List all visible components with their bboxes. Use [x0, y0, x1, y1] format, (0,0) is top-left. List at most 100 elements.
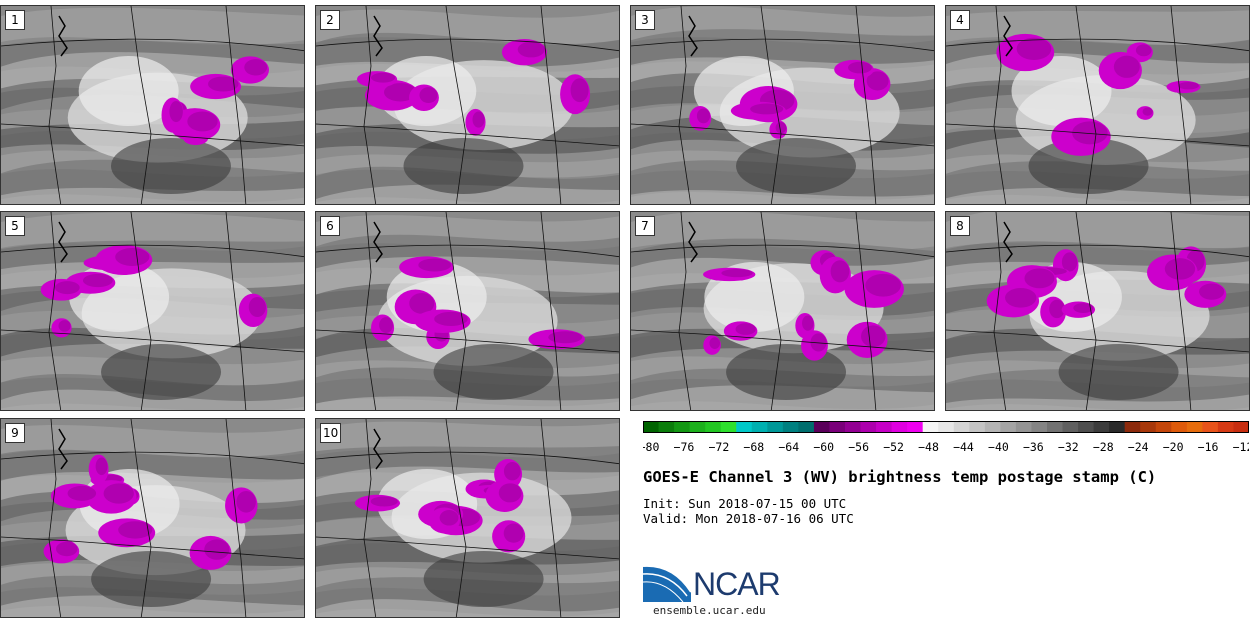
- colorbar-swatch: [705, 421, 722, 433]
- colorbar-swatch: [845, 421, 862, 433]
- colorbar-swatch: [984, 421, 1001, 433]
- colorbar-tick-label: −60: [813, 440, 834, 454]
- cold-cloud-top: [1164, 258, 1196, 280]
- map-boundary-line: [540, 212, 562, 410]
- cold-cloud-top: [1024, 268, 1055, 289]
- map-panel-4: 4: [945, 5, 1250, 205]
- map-boundary-line: [225, 212, 247, 410]
- map-boundary-line: [1, 536, 304, 560]
- cold-cloud-top: [861, 325, 886, 348]
- map-boundary-line: [225, 6, 247, 204]
- cold-cloud-top: [696, 108, 711, 124]
- moisture-band: [631, 190, 934, 204]
- colorbar-tick-label: −24: [1128, 440, 1149, 454]
- moisture-band: [1, 389, 304, 410]
- colorbar-tick-label: −20: [1163, 440, 1184, 454]
- colorbar-tick-label: −16: [1198, 440, 1219, 454]
- coastline: [688, 15, 698, 57]
- map-panel-9: 9: [0, 418, 305, 618]
- colorbar-swatch: [1062, 421, 1079, 433]
- map-boundary-line: [225, 419, 247, 617]
- colorbar-swatch: [1031, 421, 1048, 433]
- colorbar-swatch: [1093, 421, 1110, 433]
- wv-map-image: [316, 6, 619, 204]
- map-boundary-line: [540, 419, 562, 617]
- map-boundary-line: [130, 419, 152, 548]
- wv-map-image: [1, 6, 304, 204]
- colorbar-tick-label: −48: [918, 440, 939, 454]
- cold-cloud-top: [1049, 299, 1065, 319]
- colorbar-swatch: [1171, 421, 1188, 433]
- map-boundary-line: [1170, 212, 1192, 410]
- colorbar-tick-label: −36: [1023, 440, 1044, 454]
- colorbar-swatch: [1078, 421, 1095, 433]
- panel-number: 5: [5, 216, 25, 236]
- panel-number: 6: [320, 216, 340, 236]
- cold-cloud-top: [207, 76, 239, 92]
- panel-number: 10: [320, 423, 342, 443]
- cold-cloud-top: [236, 490, 256, 513]
- cold-cloud-top: [865, 273, 901, 297]
- cold-cloud-top: [1005, 287, 1037, 308]
- dry-slot: [423, 551, 544, 607]
- cold-cloud-top: [570, 78, 589, 103]
- cold-cloud-top: [371, 72, 396, 83]
- cold-cloud-top: [472, 111, 485, 128]
- colorbar-tick-label: −72: [708, 440, 729, 454]
- map-boundary-line: [993, 212, 1007, 410]
- map-boundary-line: [445, 212, 467, 341]
- colorbar-swatch: [1109, 421, 1126, 433]
- map-boundary-line: [631, 329, 934, 353]
- map-boundary-line: [445, 419, 467, 548]
- map-boundary-line: [770, 339, 782, 410]
- init-time: Init: Sun 2018-07-15 00 UTC: [643, 496, 847, 511]
- colorbar-swatch: [1000, 421, 1017, 433]
- moisture-band: [1, 424, 304, 458]
- dry-slot: [110, 138, 231, 194]
- map-boundary-line: [760, 6, 782, 135]
- colorbar-tick-label: −76: [674, 440, 695, 454]
- ncar-logo-text: NCAR: [693, 566, 781, 602]
- figure-title: GOES-E Channel 3 (WV) brightness temp po…: [643, 468, 1157, 486]
- map-boundary-line: [130, 212, 152, 341]
- map-boundary-line: [140, 339, 152, 410]
- coastline: [58, 15, 68, 57]
- moisture-band: [1, 212, 304, 251]
- cold-cloud-top: [709, 337, 721, 349]
- cold-cloud-top: [810, 333, 827, 352]
- moisture-band: [316, 184, 619, 204]
- cold-cloud-top: [103, 483, 134, 504]
- cold-cloud-top: [802, 315, 814, 331]
- colorbar-swatch: [969, 421, 986, 433]
- map-panel-7: 7: [630, 211, 935, 411]
- cold-cloud-top: [1073, 303, 1094, 313]
- wv-map-image: [631, 6, 934, 204]
- map-boundary-line: [946, 38, 1249, 52]
- wv-map-image: [1, 419, 304, 617]
- cold-cloud-top: [1142, 107, 1153, 116]
- moisture-band: [946, 187, 1249, 204]
- cold-cloud-top: [503, 523, 524, 543]
- colorbar-swatch: [767, 421, 784, 433]
- cloud-mass: [1011, 56, 1112, 126]
- cold-cloud-top: [67, 485, 97, 501]
- moisture-band: [946, 212, 1249, 251]
- dry-slot: [736, 138, 857, 194]
- colorbar-tick-label: −40: [988, 440, 1009, 454]
- cold-cloud-top: [830, 260, 850, 283]
- map-boundary-line: [316, 536, 619, 560]
- map-boundary-line: [455, 546, 467, 617]
- coastline: [373, 15, 383, 57]
- map-boundary-line: [855, 6, 877, 204]
- map-boundary-line: [363, 419, 377, 617]
- ncar-logo-icon: [643, 564, 692, 603]
- colorbar-swatch: [891, 421, 908, 433]
- cold-cloud-top: [58, 320, 71, 332]
- colorbar-tick-label: −80: [643, 440, 659, 454]
- moisture-band: [1, 7, 304, 45]
- cold-cloud-top: [55, 281, 80, 295]
- coastline: [1003, 221, 1013, 263]
- map-boundary-line: [1, 38, 304, 52]
- map-boundary-line: [946, 244, 1249, 258]
- panel-number: 2: [320, 10, 340, 30]
